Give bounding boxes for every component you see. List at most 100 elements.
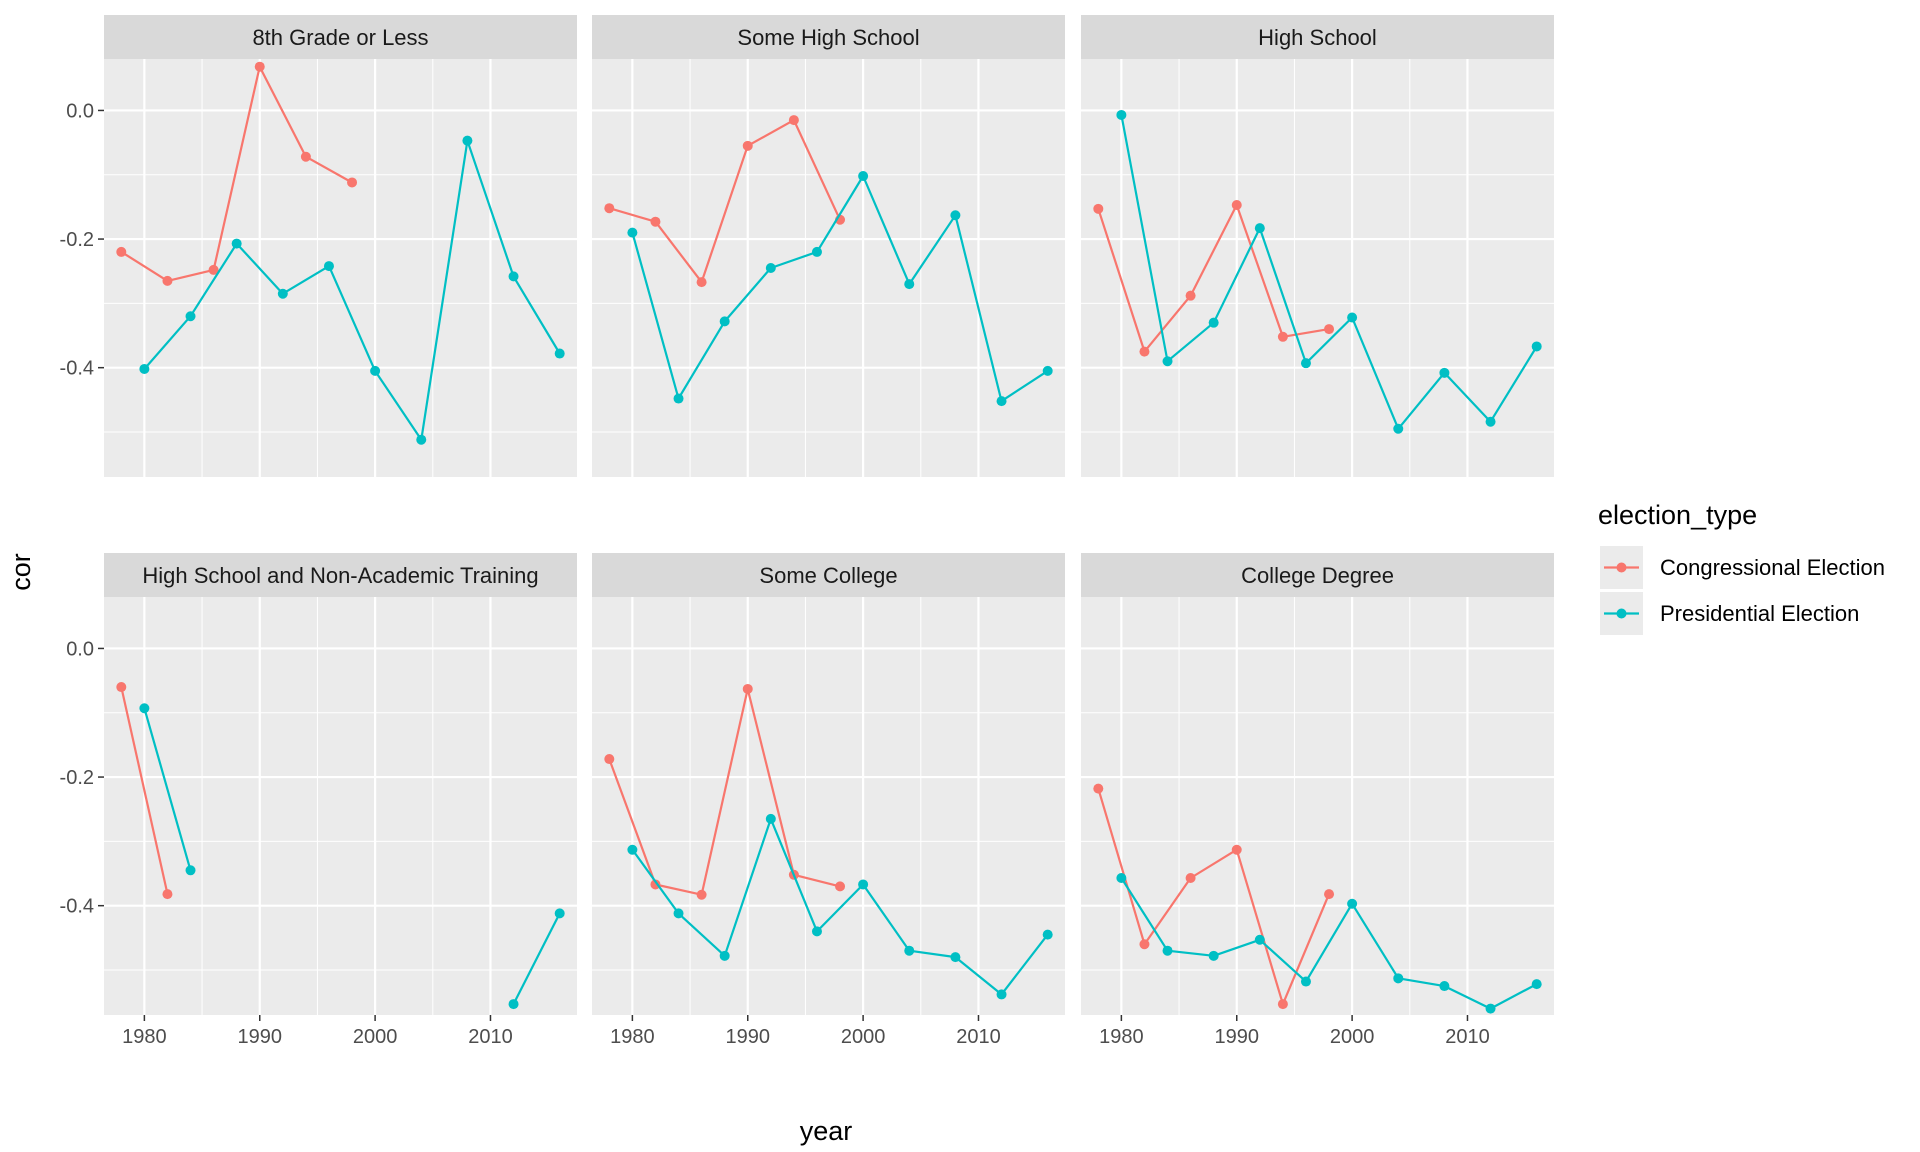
y-tick-label: -0.2 — [60, 229, 94, 251]
series-line — [1120, 114, 1538, 430]
facet-panel: College Degree — [1081, 553, 1554, 1015]
data-point — [996, 989, 1007, 1000]
data-point — [1393, 973, 1404, 984]
data-point — [1531, 341, 1542, 352]
facet-strip — [104, 553, 577, 597]
data-point — [162, 275, 173, 286]
series-line — [143, 707, 192, 871]
data-point — [604, 754, 615, 765]
data-point — [1093, 783, 1104, 794]
data-point — [208, 264, 219, 275]
data-point — [835, 881, 846, 892]
legend-label: Congressional Election — [1660, 555, 1885, 580]
x-tick-label: 2010 — [956, 1026, 1001, 1048]
y-tick-label: 0.0 — [66, 638, 94, 660]
data-point — [323, 261, 334, 272]
series-line — [1120, 877, 1538, 1010]
x-tick-label: 1990 — [237, 1026, 282, 1048]
data-point — [1162, 945, 1173, 956]
panel-background — [592, 597, 1065, 1015]
facet-strip — [1081, 15, 1554, 59]
facet-title: High School — [1258, 25, 1377, 50]
data-point — [788, 115, 799, 126]
data-point — [1254, 934, 1265, 945]
data-point — [116, 682, 127, 693]
legend-item: Presidential Election — [1600, 592, 1859, 635]
data-point — [554, 908, 565, 919]
data-point — [811, 926, 822, 937]
data-point — [508, 271, 519, 282]
x-tick-label: 2000 — [841, 1026, 886, 1048]
data-point — [1485, 416, 1496, 427]
data-point — [742, 140, 753, 151]
data-point — [904, 945, 915, 956]
x-tick-label: 2010 — [468, 1026, 513, 1048]
x-tick-label: 1990 — [1214, 1026, 1259, 1048]
data-point — [811, 246, 822, 257]
data-point — [185, 865, 196, 876]
y-tick-label: -0.4 — [60, 358, 94, 380]
data-point — [627, 227, 638, 238]
data-point — [858, 879, 869, 890]
data-point — [1300, 976, 1311, 987]
legend: election_type Congressional Election Pres… — [1598, 500, 1885, 635]
data-point — [719, 950, 730, 961]
facet-panel: High School — [1081, 15, 1554, 477]
data-point — [1162, 356, 1173, 367]
data-point — [1093, 203, 1104, 214]
x-axis-title: year — [800, 1116, 853, 1146]
facet-panel: High School and Non-Academic Training — [104, 553, 577, 1015]
data-point — [1531, 979, 1542, 990]
data-point — [1347, 898, 1358, 909]
data-point — [627, 844, 638, 855]
legend-point — [1616, 562, 1627, 573]
data-point — [1185, 290, 1196, 301]
facet-title: College Degree — [1241, 563, 1394, 588]
data-point — [139, 363, 150, 374]
data-point — [1231, 199, 1242, 210]
data-point — [277, 288, 288, 299]
data-point — [1208, 317, 1219, 328]
data-point — [996, 396, 1007, 407]
series-line — [608, 118, 841, 284]
data-point — [673, 393, 684, 404]
data-point — [231, 238, 242, 249]
data-point — [554, 348, 565, 359]
data-point — [1208, 950, 1219, 961]
data-point — [765, 263, 776, 273]
data-point — [1139, 939, 1150, 950]
x-tick-label: 1980 — [1099, 1026, 1144, 1048]
panel-background — [104, 597, 577, 1015]
x-tick-label: 1980 — [122, 1026, 167, 1048]
axes: 0.0 -0.2 -0.4 0.0 -0.2 -0.4 1980 1990 2000 2010 19… — [60, 100, 1490, 1048]
facet-panel: Some High School — [592, 15, 1065, 477]
data-point — [1393, 423, 1404, 434]
facet-title: Some College — [759, 563, 897, 588]
data-point — [1347, 312, 1358, 323]
facet-strip — [592, 15, 1065, 59]
series-line — [143, 139, 561, 441]
data-point — [1116, 873, 1127, 884]
data-point — [370, 365, 381, 376]
data-point — [1439, 981, 1450, 992]
data-point — [1116, 109, 1127, 120]
y-axis-title: cor — [6, 553, 36, 591]
series-line — [1097, 203, 1330, 353]
data-point — [696, 889, 707, 900]
data-point — [696, 277, 707, 288]
data-point — [650, 216, 661, 227]
data-point — [162, 889, 173, 900]
data-point — [254, 61, 265, 72]
y-tick-label: -0.2 — [60, 767, 94, 789]
data-point — [742, 683, 753, 694]
data-point — [1185, 873, 1196, 884]
data-point — [1439, 367, 1450, 378]
x-tick-label: 1990 — [725, 1026, 770, 1048]
facet-panels: 8th Grade or Less Some High School High Sc… — [104, 15, 1554, 1015]
facet-panel: 8th Grade or Less — [104, 15, 577, 477]
data-point — [1324, 889, 1335, 900]
data-point — [508, 999, 519, 1010]
series-line — [1097, 788, 1331, 1006]
data-point — [139, 703, 150, 714]
x-tick-label: 2010 — [1445, 1026, 1490, 1048]
